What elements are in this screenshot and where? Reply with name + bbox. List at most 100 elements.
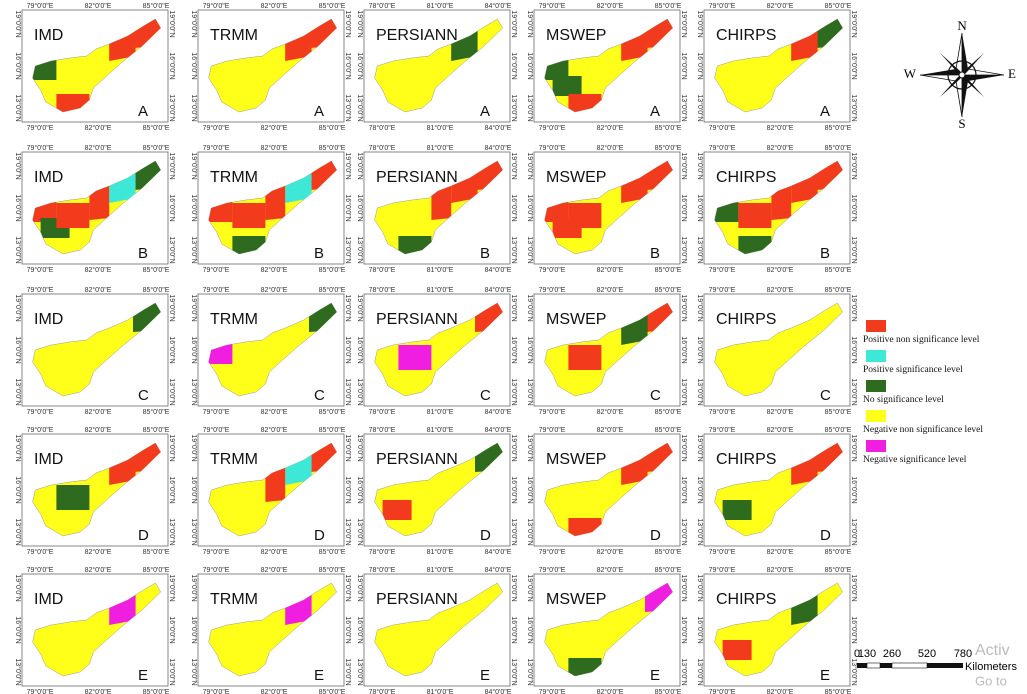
compass-s: S [958, 116, 965, 131]
dataset-name: TRMM [210, 311, 258, 328]
x-coord-label: 82°0'0"E [767, 144, 794, 152]
map-panel: TRMM E 79°0'0"E 79°0'0"E 82°0'0"E 82°0'0"E 85°… [190, 566, 352, 694]
y-coord-label: 19°0'0"N [850, 574, 858, 601]
y-coord-label: 16°0'0"N [168, 194, 176, 221]
map-panel: CHIRPS C 79°0'0"E 79°0'0"E 82°0'0"E 82°0'0"E 8… [696, 286, 858, 416]
x-coord-label: 79°0'0"E [27, 144, 54, 152]
y-coord-label: 19°0'0"N [510, 152, 518, 179]
x-coord-label: 85°0'0"E [143, 688, 170, 694]
y-coord-label: 13°0'0"N [696, 94, 704, 121]
row-letter: D [314, 527, 325, 544]
y-coord-label: 19°0'0"N [680, 10, 688, 37]
x-coord-label: 82°0'0"E [767, 426, 794, 434]
trend-region [56, 485, 90, 510]
watermark: Go to [975, 673, 1007, 688]
scale-label: 260 [883, 648, 901, 660]
state-map [544, 582, 674, 677]
y-coord-label: 19°0'0"N [344, 434, 352, 461]
trend-region [382, 500, 412, 520]
y-coord-label: 16°0'0"N [356, 194, 364, 221]
x-coord-label: 81°0'0"E [427, 124, 454, 132]
y-coord-label: 16°0'0"N [696, 476, 704, 503]
y-coord-label: 16°0'0"N [850, 52, 858, 79]
y-coord-label: 16°0'0"N [510, 616, 518, 643]
row-letter: E [650, 667, 660, 684]
map-panel: CHIRPS B 79°0'0"E 79°0'0"E 82°0'0"E 82°0'0"E 8… [696, 144, 858, 274]
dataset-name: TRMM [210, 451, 258, 468]
y-coord-label: 19°0'0"N [526, 10, 534, 37]
scale-bar [857, 662, 963, 669]
y-coord-label: 16°0'0"N [680, 616, 688, 643]
x-coord-label: 82°0'0"E [767, 124, 794, 132]
state-map [32, 302, 162, 397]
y-coord-label: 19°0'0"N [680, 294, 688, 321]
map-panel: PERSIANN E 78°0'0"E 78°0'0"E 81°0'0"E 81°0'0"… [356, 566, 518, 694]
y-coord-label: 19°0'0"N [168, 574, 176, 601]
x-coord-label: 84°0'0"E [485, 286, 512, 294]
y-coord-label: 13°0'0"N [344, 236, 352, 263]
y-coord-label: 19°0'0"N [344, 152, 352, 179]
x-coord-label: 82°0'0"E [85, 144, 112, 152]
y-coord-label: 13°0'0"N [526, 658, 534, 685]
x-coord-label: 82°0'0"E [767, 266, 794, 274]
map-panel: IMD C 79°0'0"E 79°0'0"E 82°0'0"E 82°0'0"E 85°0… [14, 286, 176, 416]
dataset-name: MSWEP [546, 311, 606, 328]
y-coord-label: 13°0'0"N [526, 236, 534, 263]
x-coord-label: 82°0'0"E [597, 286, 624, 294]
x-coord-label: 82°0'0"E [767, 548, 794, 556]
y-coord-label: 13°0'0"N [356, 658, 364, 685]
x-coord-label: 79°0'0"E [27, 266, 54, 274]
x-coord-label: 85°0'0"E [655, 548, 682, 556]
y-coord-label: 19°0'0"N [696, 10, 704, 37]
row-letter: E [820, 667, 830, 684]
x-coord-label: 82°0'0"E [767, 566, 794, 574]
x-coord-label: 79°0'0"E [539, 688, 566, 694]
x-coord-label: 79°0'0"E [539, 124, 566, 132]
y-coord-label: 13°0'0"N [190, 518, 198, 545]
y-coord-label: 19°0'0"N [168, 152, 176, 179]
legend-swatch [866, 440, 886, 452]
dataset-name: MSWEP [546, 451, 606, 468]
x-coord-label: 82°0'0"E [85, 124, 112, 132]
dataset-name: PERSIANN [376, 27, 458, 44]
dataset-name: PERSIANN [376, 451, 458, 468]
legend-label: Positive significance level [863, 364, 963, 375]
legend-label: No significance level [863, 394, 944, 405]
y-coord-label: 13°0'0"N [190, 94, 198, 121]
x-coord-label: 82°0'0"E [85, 426, 112, 434]
y-coord-label: 19°0'0"N [190, 434, 198, 461]
x-coord-label: 82°0'0"E [597, 2, 624, 10]
trend-region [568, 345, 602, 370]
y-coord-label: 16°0'0"N [696, 52, 704, 79]
dataset-name: PERSIANN [376, 311, 458, 328]
legend-swatch [866, 350, 886, 362]
y-coord-label: 19°0'0"N [356, 294, 364, 321]
y-coord-label: 19°0'0"N [356, 434, 364, 461]
y-coord-label: 16°0'0"N [168, 476, 176, 503]
y-coord-label: 16°0'0"N [344, 52, 352, 79]
y-coord-label: 16°0'0"N [190, 616, 198, 643]
y-coord-label: 13°0'0"N [850, 518, 858, 545]
trend-region [56, 203, 90, 228]
y-coord-label: 16°0'0"N [510, 52, 518, 79]
y-coord-label: 19°0'0"N [344, 294, 352, 321]
x-coord-label: 82°0'0"E [261, 426, 288, 434]
x-coord-label: 85°0'0"E [143, 266, 170, 274]
x-coord-label: 79°0'0"E [203, 124, 230, 132]
y-coord-label: 13°0'0"N [14, 378, 22, 405]
map-panel: CHIRPS A 79°0'0"E 79°0'0"E 82°0'0"E 82°0'0"E 8… [696, 2, 858, 132]
x-coord-label: 85°0'0"E [825, 286, 852, 294]
y-coord-label: 13°0'0"N [344, 378, 352, 405]
x-coord-label: 78°0'0"E [369, 408, 396, 416]
x-coord-label: 78°0'0"E [369, 2, 396, 10]
x-coord-label: 82°0'0"E [261, 548, 288, 556]
dataset-name: PERSIANN [376, 169, 458, 186]
trend-regions [544, 161, 673, 238]
x-coord-label: 85°0'0"E [825, 688, 852, 694]
x-coord-label: 85°0'0"E [655, 2, 682, 10]
y-coord-label: 16°0'0"N [168, 52, 176, 79]
x-coord-label: 82°0'0"E [597, 408, 624, 416]
x-coord-label: 82°0'0"E [85, 408, 112, 416]
y-coord-label: 13°0'0"N [510, 236, 518, 263]
